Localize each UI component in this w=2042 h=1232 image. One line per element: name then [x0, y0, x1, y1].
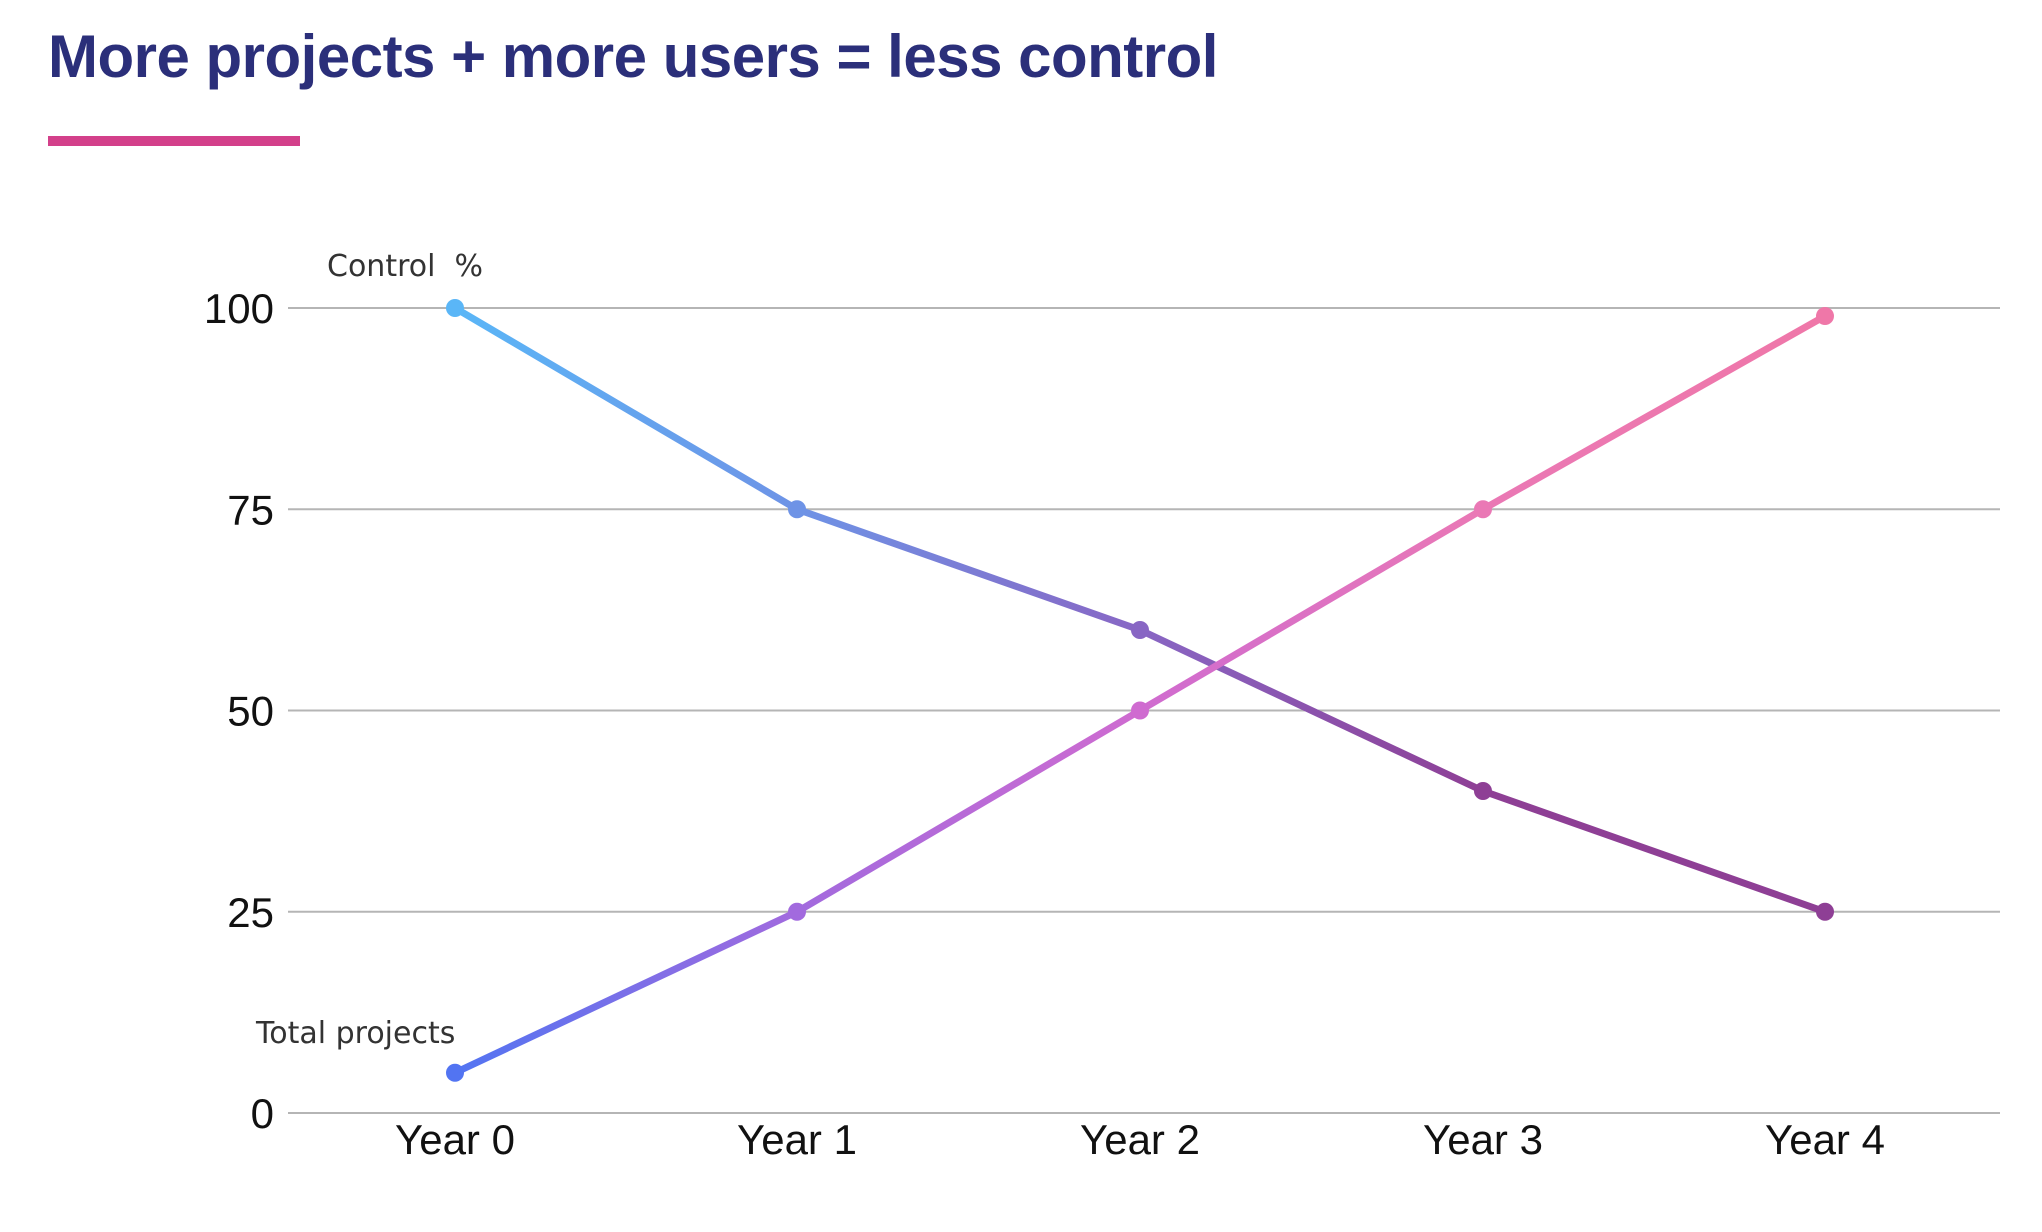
y-tick-label-100: 100 [204, 285, 274, 332]
series-1-point-0 [446, 1063, 464, 1082]
y-tick-label-25: 25 [227, 889, 274, 936]
x-tick-label-2: Year 2 [1080, 1116, 1200, 1163]
series-0-point-4 [1816, 902, 1834, 921]
x-axis-tick-labels: Year 0 Year 1 Year 2 Year 3 Year 4 [395, 1116, 1885, 1163]
series-0 [446, 299, 1834, 921]
series-1 [446, 307, 1834, 1082]
x-tick-label-3: Year 3 [1423, 1116, 1543, 1163]
series-1-segment-0 [451, 908, 801, 1077]
series-1-point-2 [1131, 701, 1149, 720]
x-tick-label-0: Year 0 [395, 1116, 515, 1163]
y-axis-tick-labels: 0 25 50 75 100 [204, 285, 274, 1137]
series-0-point-3 [1474, 782, 1492, 800]
series-label-0: Control % [327, 249, 483, 284]
series-0-segment-1 [793, 505, 1144, 634]
series-1-point-3 [1474, 500, 1492, 519]
series-lines [446, 299, 1834, 1082]
chart-title: More projects + more users = less contro… [48, 23, 1218, 90]
y-tick-label-75: 75 [227, 486, 274, 533]
series-0-segment-2 [1136, 626, 1487, 795]
series-1-point-4 [1816, 307, 1834, 326]
series-0-segment-3 [1479, 787, 1829, 916]
series-1-segment-3 [1479, 312, 1829, 513]
series-labels: Control % Total projects [255, 249, 483, 1051]
series-1-segment-2 [1136, 505, 1487, 714]
series-0-point-0 [446, 299, 464, 317]
y-tick-label-50: 50 [227, 688, 274, 735]
y-tick-label-0: 0 [251, 1090, 274, 1137]
title-underline [48, 136, 300, 146]
series-0-point-1 [788, 500, 806, 519]
series-label-1: Total projects [255, 1016, 455, 1051]
series-0-point-2 [1131, 621, 1149, 639]
x-tick-label-4: Year 4 [1765, 1116, 1885, 1163]
series-1-point-1 [788, 902, 806, 921]
series-0-segment-0 [451, 304, 801, 513]
series-1-segment-1 [793, 707, 1144, 916]
x-tick-label-1: Year 1 [737, 1116, 857, 1163]
